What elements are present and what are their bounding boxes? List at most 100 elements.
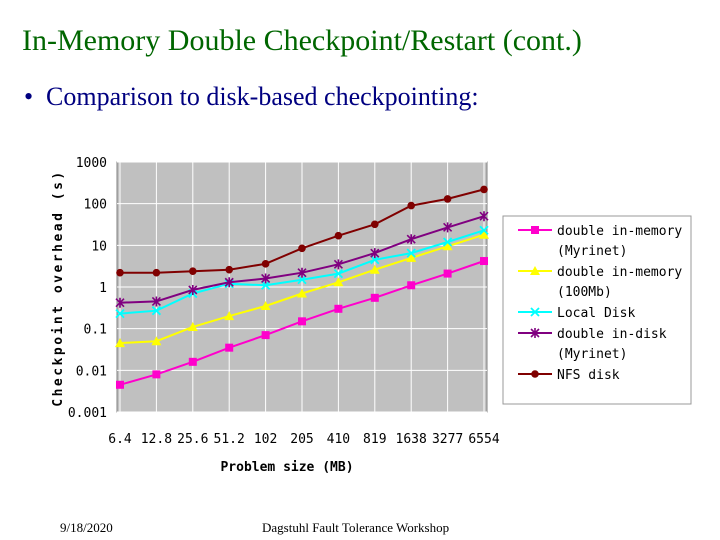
data-point [333, 259, 343, 270]
x-tick-label: 819 [363, 432, 386, 447]
x-tick-label: 1638 [396, 432, 427, 447]
legend-label: double in-memory [557, 224, 682, 239]
data-point [260, 300, 271, 310]
data-point [369, 264, 380, 274]
legend-marker [530, 328, 540, 338]
data-point [333, 277, 344, 287]
data-point [334, 231, 343, 240]
data-point [297, 275, 307, 285]
series-5 [116, 185, 488, 277]
data-point [479, 229, 489, 239]
data-point [224, 311, 235, 321]
data-point [151, 336, 162, 346]
data-point [115, 308, 125, 319]
data-point [189, 267, 197, 275]
y-tick-label: 100 [84, 198, 107, 213]
legend-label: (Myrinet) [557, 347, 627, 362]
data-point [297, 267, 307, 278]
data-point [480, 185, 488, 194]
data-point [479, 211, 489, 222]
data-point [151, 306, 162, 316]
data-point [225, 265, 233, 274]
series-1 [116, 257, 488, 389]
legend-item-3: Local Disk [518, 306, 635, 321]
data-point [261, 331, 270, 340]
y-tick-label: 0.01 [76, 364, 107, 379]
legend-item-5: NFS disk [518, 368, 620, 383]
bullet-marker: • [24, 82, 34, 111]
data-point [370, 248, 380, 259]
x-tick-label: 6.4 [108, 432, 132, 447]
legend-label: NFS disk [557, 368, 620, 383]
data-point [370, 255, 380, 265]
legend-item-4: double in-disk (Myrinet) [518, 327, 667, 362]
x-tick-label: 51.2 [214, 432, 245, 447]
legend-label: (Myrinet) [557, 244, 627, 259]
series-4 [115, 211, 489, 308]
data-point [298, 244, 306, 253]
legend-label: double in-memory [557, 265, 682, 280]
legend-label: double in-disk [557, 327, 667, 342]
legend-item-1: double in-memory (Myrinet) [518, 224, 682, 259]
x-tick-label: 102 [254, 432, 277, 447]
data-point [152, 268, 161, 277]
data-point [480, 257, 488, 266]
legend-label: (100Mb) [557, 285, 612, 300]
data-point [297, 288, 307, 298]
y-tick-label: 1 [99, 281, 107, 296]
x-tick-label: 410 [327, 432, 350, 447]
data-point [298, 317, 306, 326]
data-point [407, 201, 416, 210]
data-point [261, 260, 270, 268]
data-point [406, 252, 417, 262]
data-point [188, 284, 198, 295]
data-point [224, 277, 234, 288]
data-point [115, 338, 125, 348]
x-tick-label: 6554 [468, 432, 499, 447]
x-tick-label: 3277 [432, 432, 463, 447]
data-point [443, 269, 452, 278]
data-point [187, 321, 198, 331]
legend-marker [531, 226, 539, 234]
legend-marker [530, 266, 540, 275]
y-tick-label: 1000 [76, 156, 107, 171]
data-point [151, 296, 161, 307]
data-point [443, 195, 452, 203]
data-point [116, 268, 124, 277]
x-tick-label: 205 [290, 432, 313, 447]
data-point [334, 304, 343, 313]
bullet-item: • Comparison to disk-based checkpointing: [24, 82, 479, 112]
data-point [260, 280, 271, 290]
footer-date: 9/18/2020 [60, 520, 113, 535]
x-tick-labels: 6.4 12.8 25.6 51.2 102 205 410 819 1638 3277 6554 [108, 432, 500, 447]
legend-label: Local Disk [557, 306, 635, 321]
y-tick-label: 10 [91, 239, 107, 254]
data-point [261, 273, 271, 284]
data-point [188, 357, 197, 366]
x-tick-label: 25.6 [177, 432, 208, 447]
x-tick-label: 12.8 [141, 432, 172, 447]
x-axis-label: Problem size (MB) [220, 460, 353, 475]
checkpoint-overhead-chart: 1000 100 10 1 0.1 0.01 0.001 6.4 12.8 25.6 51.2 10… [51, 156, 692, 475]
data-point [116, 380, 124, 389]
bullet-text: Comparison to disk-based checkpointing: [46, 82, 479, 111]
legend: double in-memory(Myrinet)double in-memor… [502, 215, 692, 405]
legend-marker [530, 307, 540, 317]
series-layer [115, 185, 489, 389]
data-point [333, 268, 344, 279]
y-tick-label: 0.1 [84, 323, 107, 338]
slide-title: In-Memory Double Checkpoint/Restart (con… [22, 24, 582, 57]
legend-marker [531, 370, 539, 378]
data-point [371, 220, 379, 229]
data-point [479, 225, 489, 235]
data-point [407, 281, 416, 290]
data-point [152, 370, 161, 379]
footer-event: Dagstuhl Fault Tolerance Workshop [262, 520, 450, 535]
data-point [406, 248, 416, 258]
legend-item-2: double in-memory (100Mb) [518, 265, 682, 300]
y-axis-label: Checkpoint overhead (s) [51, 169, 66, 407]
data-point [443, 222, 453, 233]
data-point [442, 241, 453, 251]
data-point [225, 343, 234, 352]
series-2 [115, 229, 489, 348]
